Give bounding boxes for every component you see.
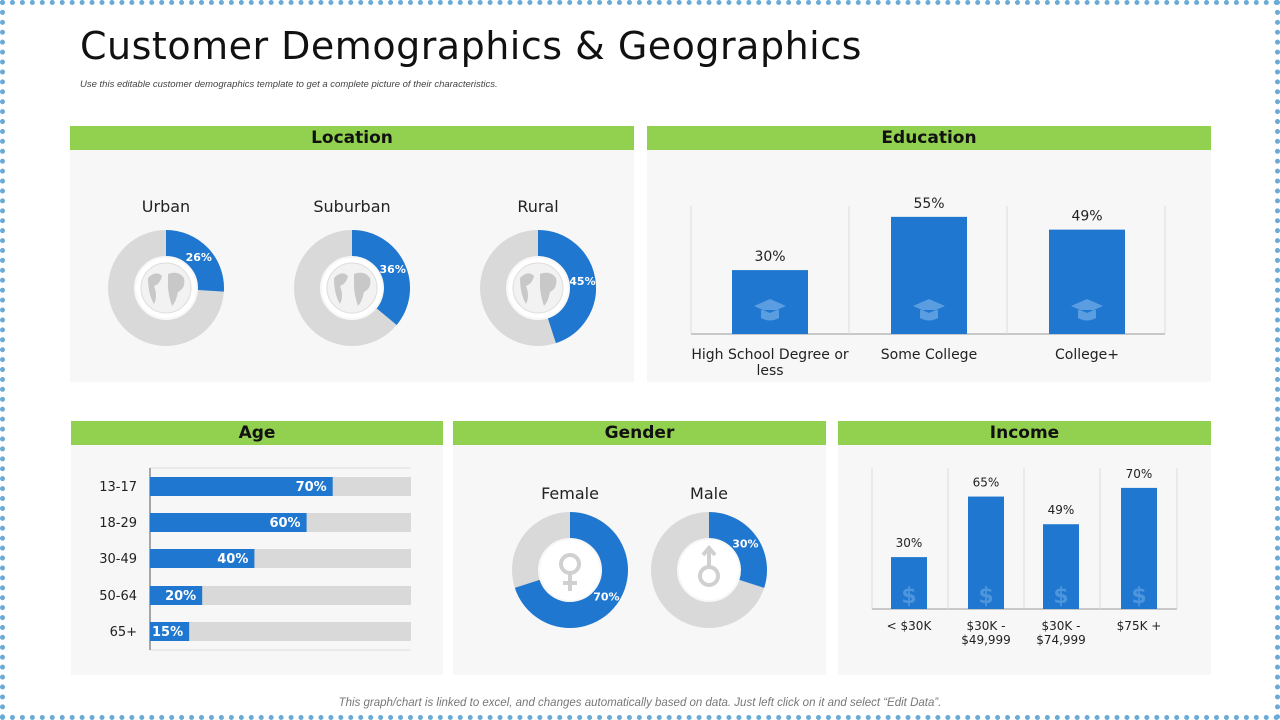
age-bar-label: 60%	[269, 516, 300, 531]
male-symbol-arrow	[701, 544, 717, 567]
age-header: Age	[71, 421, 443, 445]
age-bar	[150, 622, 190, 641]
donut-value-label: 26%	[186, 251, 212, 264]
age-category-label: 18-29	[99, 516, 137, 531]
age-bar	[150, 513, 307, 532]
gender-label-male: Male	[690, 484, 728, 503]
age-bar-label: 20%	[165, 589, 196, 604]
income-bar	[1121, 487, 1157, 609]
donut-value-label: 70%	[593, 590, 619, 603]
donut-value-label: 30%	[732, 538, 758, 551]
donut-value-segment	[514, 512, 628, 628]
location-label-urban: Urban	[141, 197, 191, 216]
donut-value-label: 45%	[569, 275, 595, 288]
education-bar-label: 49%	[1071, 209, 1102, 225]
globe-continents	[520, 272, 557, 306]
age-bar	[150, 477, 333, 496]
graduation-cap-icon	[913, 299, 945, 321]
age-category-label: 50-64	[99, 589, 137, 604]
income-category: $75K +	[1116, 619, 1162, 633]
dollar-icon: $	[978, 584, 993, 609]
gender-label-female: Female	[541, 484, 599, 503]
donut-value-segment	[708, 512, 767, 588]
page-title: Customer Demographics & Geographics	[80, 24, 862, 68]
donut-value-segment	[351, 230, 410, 325]
donut-value-segment	[165, 230, 224, 292]
female-symbol-stem	[563, 573, 577, 591]
donut-center	[540, 540, 600, 600]
age-bar	[150, 549, 255, 568]
age-category-label: 13-17	[99, 480, 137, 495]
donut-center	[679, 540, 739, 600]
education-category: Some College	[880, 347, 978, 363]
education-category: High School Degree or less	[691, 347, 849, 379]
globe-icon	[326, 262, 378, 314]
age-category-label: 30-49	[99, 552, 137, 567]
globe-icon	[512, 262, 564, 314]
page-subtitle: Use this editable customer demographics …	[80, 79, 498, 90]
income-category: $30K - $49,999	[961, 619, 1011, 647]
dollar-icon: $	[1053, 584, 1068, 609]
location-header: Location	[70, 126, 634, 150]
age-bar-track	[150, 586, 411, 605]
income-bar-label: 30%	[896, 536, 923, 550]
footer-note: This graph/chart is linked to excel, and…	[338, 697, 942, 709]
age-bar-label: 40%	[217, 552, 248, 567]
income-header: Income	[838, 421, 1211, 445]
income-bar	[891, 557, 927, 609]
income-bar-label: 49%	[1048, 503, 1075, 517]
education-bar-label: 30%	[754, 249, 785, 265]
globe-continents	[334, 272, 371, 306]
age-bar-label: 70%	[296, 480, 327, 495]
graduation-cap-icon	[754, 299, 786, 321]
income-category: < $30K	[886, 619, 932, 633]
dollar-icon: $	[901, 584, 916, 609]
globe-continents	[148, 272, 185, 306]
income-bar-label: 65%	[973, 476, 1000, 490]
graduation-cap-icon	[1071, 299, 1103, 321]
income-bar-label: 70%	[1126, 467, 1153, 481]
education-category: College+	[1055, 347, 1119, 363]
age-category-label: 65+	[110, 625, 137, 640]
income-category: $30K - $74,999	[1036, 619, 1086, 647]
income-bar	[968, 496, 1004, 609]
gender-header: Gender	[453, 421, 826, 445]
gender-panel: Gender	[453, 421, 826, 675]
age-bar-label: 15%	[152, 625, 183, 640]
education-bar-label: 55%	[913, 196, 944, 212]
age-bar-track	[150, 622, 411, 641]
location-label-rural: Rural	[517, 197, 559, 216]
location-label-suburban: Suburban	[313, 197, 391, 216]
age-bar	[150, 586, 203, 605]
income-bar	[1043, 524, 1079, 609]
globe-icon	[140, 262, 192, 314]
donut-value-label: 36%	[380, 263, 406, 276]
donut-value-segment	[537, 230, 596, 344]
dollar-icon: $	[1131, 584, 1146, 609]
education-header: Education	[647, 126, 1211, 150]
